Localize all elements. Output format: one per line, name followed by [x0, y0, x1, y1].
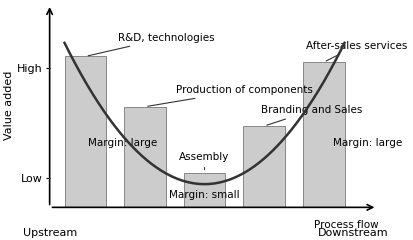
Text: Margin: small: Margin: small — [169, 190, 240, 200]
Text: Margin: large: Margin: large — [88, 138, 158, 149]
Text: Upstream: Upstream — [23, 228, 77, 238]
Bar — [184, 173, 225, 207]
Text: Margin: large: Margin: large — [332, 138, 402, 149]
Text: Branding and Sales: Branding and Sales — [261, 105, 363, 125]
Bar — [243, 126, 285, 207]
Text: Production of components: Production of components — [148, 85, 313, 106]
Y-axis label: Value added: Value added — [4, 71, 14, 140]
Text: Process flow: Process flow — [314, 220, 378, 229]
Text: After-sales services: After-sales services — [306, 41, 407, 61]
Bar — [124, 107, 166, 207]
Text: Downstream: Downstream — [318, 228, 389, 238]
Bar — [303, 62, 344, 207]
Text: Assembly: Assembly — [179, 152, 230, 170]
Bar — [64, 56, 106, 207]
Text: R&D, technologies: R&D, technologies — [88, 33, 215, 56]
